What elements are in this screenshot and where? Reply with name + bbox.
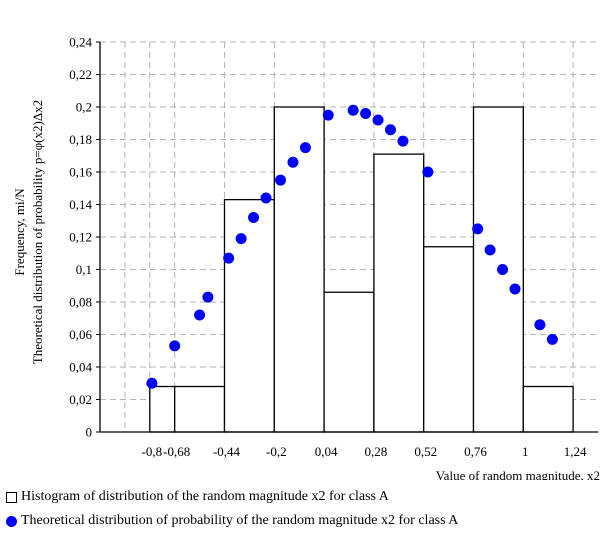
histogram-bar (174, 385, 226, 433)
theoretical-point (287, 156, 299, 168)
legend-label-histogram: Histogram of distribution of the random … (21, 489, 389, 504)
x-tick-labels: -0,8 -0,68 -0,44 -0,2 0,04 0,28 0,52 0,76 1 1,24 (142, 444, 587, 459)
x-tick-label: 0,28 (365, 444, 388, 459)
theoretical-point (360, 108, 372, 119)
y-axis-title-line1: Frequency, mi/N (12, 188, 27, 276)
theoretical-point (223, 252, 235, 264)
y-tick-label: 0,02 (69, 392, 92, 407)
theoretical-point (275, 174, 287, 186)
legend-swatch-dot (6, 515, 17, 527)
x-tick-label: 0,76 (464, 444, 487, 459)
theoretical-point (397, 135, 409, 147)
legend-item-theoretical: Theoretical distribution of probability … (6, 509, 458, 533)
theoretical-point (372, 114, 384, 126)
theoretical-point (484, 244, 496, 256)
theoretical-point (194, 309, 206, 321)
histogram-bar (423, 246, 475, 433)
theoretical-point (534, 319, 546, 331)
y-axis-title-group: Frequency, mi/N Theoretical distribution… (12, 100, 45, 364)
theoretical-point (497, 264, 509, 275)
y-tick-label: 0,22 (69, 67, 92, 82)
theoretical-points (146, 104, 558, 389)
x-tick-label: -0,68 (163, 444, 190, 459)
histogram-bar (149, 385, 176, 433)
y-tick-label: 0 (86, 425, 93, 440)
theoretical-point (260, 192, 272, 204)
y-tick-label: 0,06 (69, 327, 92, 342)
theoretical-point (146, 377, 158, 389)
chart-axes (96, 41, 598, 433)
histogram-bar (373, 153, 425, 433)
x-tick-label: -0,44 (213, 444, 241, 459)
legend-label-theoretical: Theoretical distribution of probability … (21, 513, 459, 528)
y-axis-title-line2: Theoretical distribution of probability … (30, 100, 45, 364)
theoretical-point (422, 166, 434, 178)
y-tick-label: 0,24 (69, 35, 92, 50)
legend-item-histogram: Histogram of distribution of the random … (6, 485, 458, 509)
theoretical-point (322, 109, 334, 121)
x-tick-label: 0,52 (414, 444, 437, 459)
x-tick-label: 0,04 (315, 444, 338, 459)
x-axis-title: Value of random magnitude, x2 (436, 468, 600, 480)
y-tick-label: 0,08 (69, 295, 92, 310)
theoretical-point (546, 333, 558, 345)
theoretical-point (299, 142, 311, 154)
histogram-bar (323, 291, 375, 433)
y-tick-label: 0,04 (69, 360, 92, 375)
y-tick-label: 0,14 (69, 197, 92, 212)
y-tick-label: 0,16 (69, 165, 92, 180)
histogram-bar (522, 385, 574, 433)
theoretical-point (347, 104, 359, 116)
x-tick-label: -0,8 (142, 444, 163, 459)
theoretical-point (235, 233, 247, 245)
theoretical-point (169, 340, 181, 352)
chart: 0 0,02 0,04 0,06 0,08 0,1 0,12 0,14 0,16 0,18 0,2 0… (12, 35, 600, 481)
y-tick-label: 0,18 (69, 132, 92, 147)
y-tick-labels: 0 0,02 0,04 0,06 0,08 0,1 0,12 0,14 0,16 0,18 0,2 0… (69, 35, 92, 440)
legend: Histogram of distribution of the random … (6, 485, 458, 533)
theoretical-point (385, 124, 396, 136)
theoretical-point (472, 223, 484, 235)
x-tick-label: 1,24 (564, 444, 587, 459)
y-tick-label: 0,1 (76, 262, 92, 277)
histogram-bar (273, 106, 325, 433)
y-tick-label: 0,12 (69, 230, 92, 245)
y-tick-label: 0,2 (76, 100, 92, 115)
theoretical-point (202, 291, 214, 303)
x-tick-label: -0,2 (266, 444, 287, 459)
theoretical-point (509, 283, 521, 295)
x-tick-label: 1 (522, 444, 529, 459)
legend-swatch-box (6, 491, 17, 503)
histogram-bar (223, 198, 275, 433)
theoretical-point (248, 212, 260, 223)
histogram-bars (149, 106, 574, 433)
